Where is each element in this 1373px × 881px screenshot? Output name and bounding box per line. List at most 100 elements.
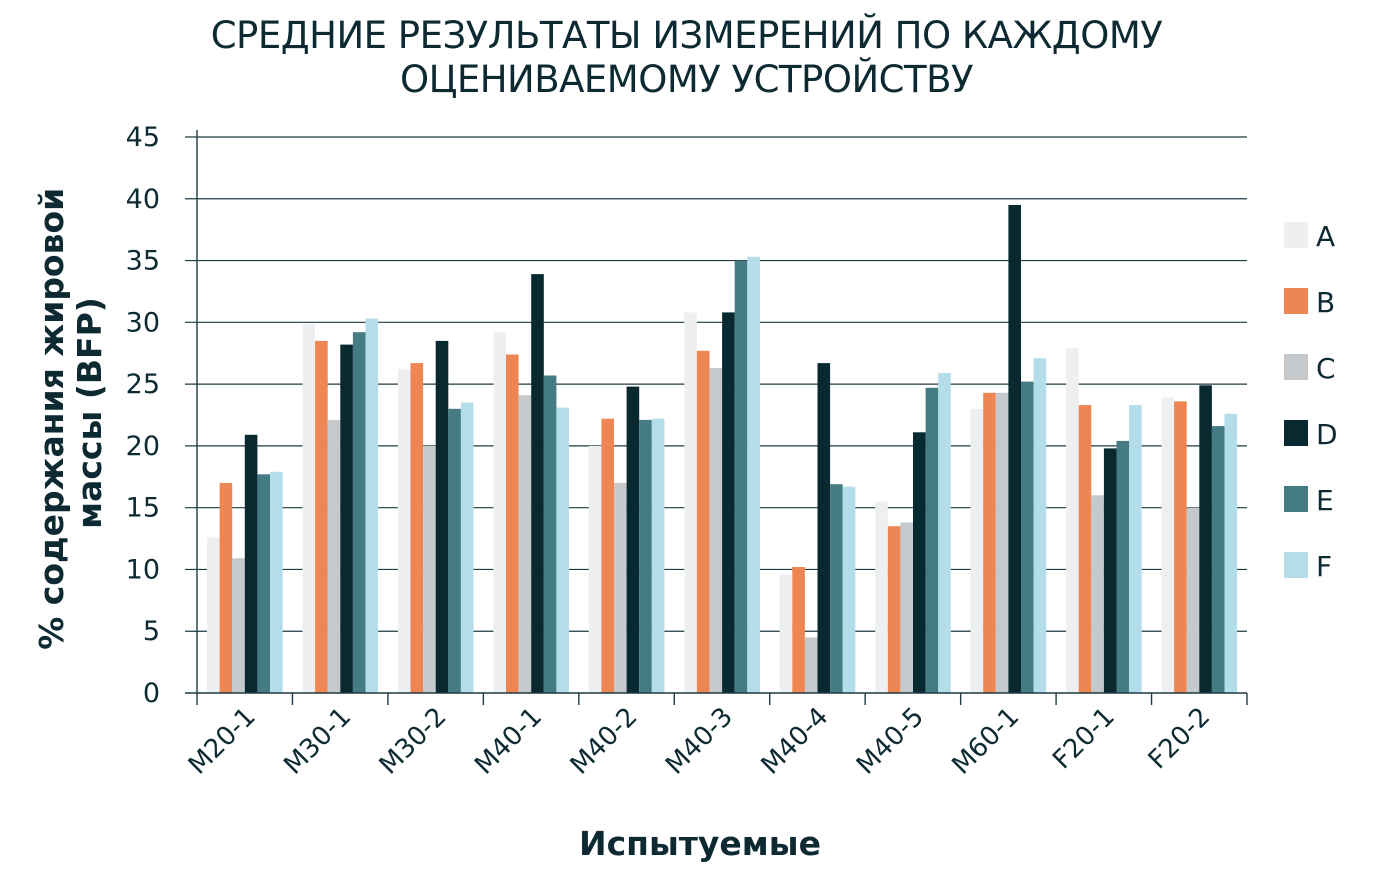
bar-B-M40-4 (792, 567, 805, 693)
bar-F-M30-1 (365, 318, 379, 693)
bar-F-M40-1 (556, 407, 569, 693)
legend-swatch-B (1284, 288, 1308, 314)
bar-F-M40-4 (842, 486, 856, 693)
bar-A-M40-2 (588, 445, 602, 693)
x-tick-label: M40-1 (469, 702, 548, 781)
bar-E-M40-4 (830, 484, 843, 693)
bars (207, 205, 1238, 693)
x-tick-label: F20-1 (1047, 702, 1121, 776)
bar-B-M40-1 (506, 354, 519, 693)
bar-C-M40-5 (900, 522, 913, 693)
legend-swatch-F (1284, 552, 1308, 578)
bar-A-F20-2 (1161, 397, 1175, 693)
chart-title: СРЕДНИЕ РЕЗУЛЬТАТЫ ИЗМЕРЕНИЙ ПО КАЖДОМУ … (0, 14, 1373, 102)
bar-C-M40-3 (709, 368, 723, 693)
y-tick-label: 5 (143, 616, 160, 647)
bar-D-M40-5 (913, 432, 926, 693)
bar-E-M40-1 (543, 375, 557, 693)
bar-F-M20-1 (270, 471, 283, 693)
bar-F-M40-5 (938, 373, 951, 693)
x-axis-title: Испытуемые (579, 824, 821, 863)
y-axis-title-line-2: массы (BFP) (70, 297, 109, 529)
bar-D-F20-2 (1199, 385, 1212, 693)
bar-D-M30-1 (340, 344, 353, 693)
bar-D-M40-3 (722, 312, 735, 693)
x-tick-label: M40-4 (756, 702, 835, 781)
bar-A-M30-1 (302, 323, 316, 693)
chart-title-line-2: ОЦЕНИВАЕМОМУ УСТРОЙСТВУ (399, 58, 974, 101)
bar-C-M30-1 (327, 419, 341, 693)
x-tick-label: M40-2 (565, 702, 644, 781)
bar-A-M40-4 (779, 574, 793, 693)
bar-B-M40-5 (887, 526, 901, 693)
bar-F-F20-1 (1129, 405, 1142, 693)
x-tick-labels: M20-1 M30-1 M30-2 M40-1 M40-2 M40-3 M40-4 M40-5… (183, 702, 1216, 781)
bar-E-M40-2 (639, 419, 652, 693)
bar-A-M40-3 (684, 312, 697, 693)
chart-title-line-1: СРЕДНИЕ РЕЗУЛЬТАТЫ ИЗМЕРЕНИЙ ПО КАЖДОМУ (210, 14, 1163, 57)
y-tick-label: 20 (126, 431, 160, 462)
legend-swatch-E (1284, 486, 1308, 512)
bar-B-M40-3 (696, 350, 710, 693)
bar-D-M30-2 (435, 340, 449, 693)
bar-D-M40-2 (626, 386, 640, 693)
bar-C-M40-1 (518, 395, 532, 693)
bar-C-M30-2 (423, 445, 436, 693)
y-tick-label: 30 (126, 307, 160, 338)
x-tick-label: M40-3 (660, 702, 739, 781)
bar-E-F20-1 (1116, 440, 1130, 693)
x-tick-label: F20-2 (1143, 702, 1217, 776)
bar-F-F20-2 (1224, 413, 1238, 693)
bar-E-M30-1 (352, 332, 366, 693)
y-tick-label: 25 (126, 369, 160, 400)
y-tick-label: 15 (126, 493, 160, 524)
x-tick-label: M30-1 (278, 702, 357, 781)
axes (185, 130, 1248, 705)
bar-D-M40-4 (817, 363, 831, 693)
bar-A-M60-1 (970, 408, 984, 693)
bar-F-M60-1 (1033, 358, 1047, 693)
bar-A-M20-1 (207, 537, 220, 693)
bar-B-M60-1 (983, 392, 996, 693)
bar-B-M30-2 (410, 363, 424, 693)
legend-label-B: B (1316, 286, 1335, 319)
bar-E-F20-2 (1211, 426, 1225, 693)
bar-C-F20-1 (1091, 495, 1104, 693)
bar-E-M40-3 (734, 260, 748, 693)
x-tick-label: M20-1 (183, 702, 262, 781)
bar-A-F20-1 (1066, 348, 1079, 693)
bar-C-M60-1 (995, 392, 1009, 693)
x-tick-label: M60-1 (947, 702, 1026, 781)
bar-A-M40-5 (875, 501, 888, 693)
legend-label-F: F (1316, 550, 1332, 583)
bar-A-M30-2 (397, 369, 411, 693)
bar-D-M20-1 (244, 434, 258, 693)
bar-B-M40-2 (601, 418, 614, 693)
bar-C-M20-1 (232, 558, 245, 693)
y-tick-label: 45 (126, 122, 160, 153)
bar-F-M40-3 (747, 256, 760, 693)
legend-swatch-A (1284, 222, 1308, 248)
bar-D-M60-1 (1008, 205, 1021, 693)
y-tick-label: 0 (143, 678, 160, 709)
y-axis-title: % содержания жировой массы (BFP) (32, 176, 109, 650)
legend-label-A: A (1316, 220, 1335, 253)
y-axis-title-line-1: % содержания жировой (32, 188, 71, 650)
legend-swatch-D (1284, 420, 1308, 446)
bar-D-F20-1 (1103, 448, 1117, 693)
bar-B-M30-1 (315, 340, 328, 693)
bar-F-M40-2 (651, 418, 665, 693)
y-tick-label: 40 (126, 184, 160, 215)
bar-C-F20-2 (1186, 507, 1200, 693)
bar-A-M40-1 (493, 332, 506, 693)
legend-label-C: C (1316, 352, 1336, 385)
legend-label-D: D (1316, 418, 1338, 451)
bar-C-M40-2 (614, 483, 627, 693)
y-tick-labels: 0 5 10 15 20 25 30 35 40 45 (126, 122, 160, 709)
x-tick-label: M40-5 (851, 702, 930, 781)
bar-B-M20-1 (219, 483, 233, 693)
legend-label-E: E (1316, 484, 1334, 517)
bar-F-M30-2 (460, 402, 474, 693)
